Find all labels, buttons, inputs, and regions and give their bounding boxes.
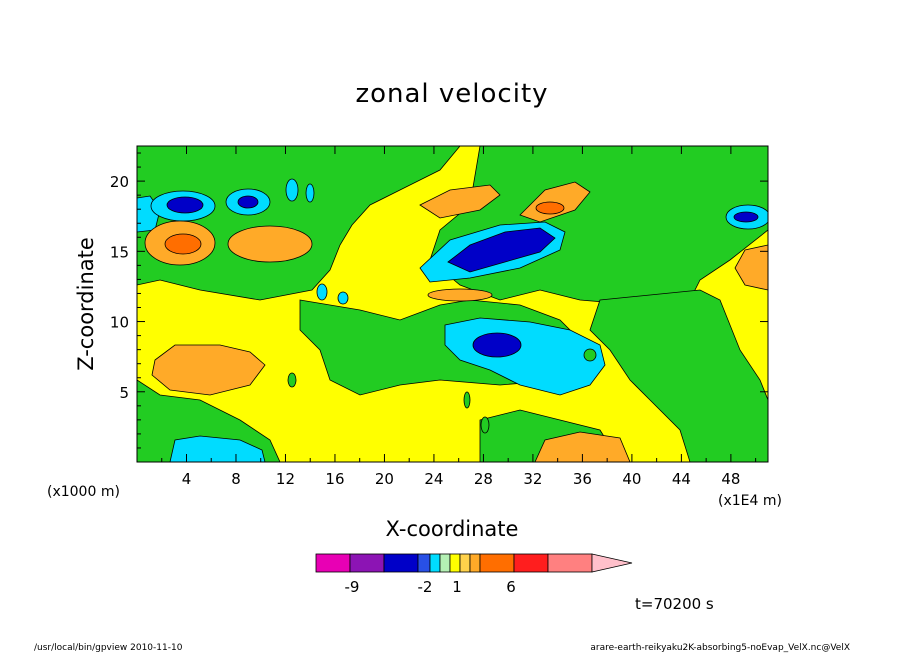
small-cell-b — [337, 291, 349, 305]
colorbar-swatch — [349, 553, 385, 573]
small-cell-h — [583, 348, 597, 362]
green-region-upper-left — [137, 146, 461, 301]
colorbar: -9 -2 1 6 — [315, 553, 633, 596]
colorbar-label: -9 — [345, 578, 360, 596]
colorbar-swatch — [383, 553, 419, 573]
orange-cell-bottom-right — [534, 431, 631, 462]
small-cell-d — [305, 183, 315, 203]
blue-band-upper-center — [447, 227, 556, 273]
x-tick-label: 40 — [622, 470, 641, 488]
y-axis: 5 10 15 20 — [110, 152, 768, 449]
darkorange-cell-upper-center — [535, 201, 565, 215]
colorbar-swatch — [479, 553, 515, 573]
colorbar-swatch — [429, 553, 441, 573]
colorbar-swatch — [459, 553, 471, 573]
small-cell-c — [285, 178, 299, 202]
blue-cell-right-edge — [733, 211, 759, 223]
colorbar-label: -2 — [418, 578, 433, 596]
green-region-right-lower — [589, 289, 768, 462]
contour-field — [137, 146, 768, 462]
orange-cell-right-edge — [734, 244, 768, 291]
footer-left: /usr/local/bin/gpview 2010-11-10 — [34, 643, 183, 653]
x-tick-label: 12 — [276, 470, 295, 488]
colorbar-swatch — [449, 553, 461, 573]
x-tick-label: 48 — [721, 470, 740, 488]
y-unit-label: (x1000 m) — [47, 484, 120, 500]
orange-cell-mid-15km — [227, 225, 313, 263]
colorbar-swatch — [469, 553, 481, 573]
small-cell-e — [480, 416, 490, 434]
colorbar-swatch — [417, 553, 431, 573]
x-tick-label: 44 — [672, 470, 691, 488]
blue-cell-upper-left — [166, 196, 204, 214]
x-tick-label: 4 — [182, 470, 192, 488]
y-tick-label: 10 — [110, 314, 129, 332]
x-tick-label: 28 — [474, 470, 493, 488]
colorbar-extend-arrow — [591, 553, 633, 573]
small-cell-f — [463, 391, 471, 409]
colorbar-label: 6 — [506, 578, 516, 596]
small-cell-i — [427, 288, 493, 302]
chart-title: zonal velocity — [355, 79, 548, 109]
x-tick-label: 16 — [325, 470, 344, 488]
time-label: t=70200 s — [635, 595, 714, 613]
colorbar-label: 1 — [452, 578, 462, 596]
orange-cell-left-lower — [151, 344, 266, 396]
x-tick-label: 20 — [375, 470, 394, 488]
colorbar-swatch — [439, 553, 451, 573]
cyan-cell-bottom-left — [169, 435, 266, 462]
x-tick-label: 36 — [573, 470, 592, 488]
orange-band-upper-mid — [419, 184, 501, 219]
blue-cell-mid-right — [472, 332, 522, 358]
x-tick-label: 32 — [523, 470, 542, 488]
x-tick-label: 24 — [424, 470, 443, 488]
footer-right: arare-earth-reikyaku2K-absorbing5-noEvap… — [590, 643, 850, 653]
colorbar-swatch — [547, 553, 593, 573]
small-cell-a — [316, 283, 328, 301]
darkorange-cell-left-15km — [164, 233, 202, 255]
y-axis-label: Z-coordinate — [74, 237, 98, 371]
plot-frame — [136, 145, 769, 463]
x-tick-label: 8 — [231, 470, 241, 488]
y-tick-label: 20 — [110, 173, 129, 191]
y-tick-label: 15 — [110, 243, 129, 261]
small-cell-g — [287, 372, 297, 388]
blue-cell-upper-mid — [237, 195, 259, 209]
colorbar-swatch — [513, 553, 549, 573]
x-axis: 4 8 12 16 20 24 28 32 36 40 44 48 — [161, 146, 757, 488]
colorbar-swatch — [315, 553, 351, 573]
x-unit-label: (x1E4 m) — [718, 493, 782, 509]
x-axis-label: X-coordinate — [386, 517, 519, 541]
y-tick-label: 5 — [119, 384, 129, 402]
